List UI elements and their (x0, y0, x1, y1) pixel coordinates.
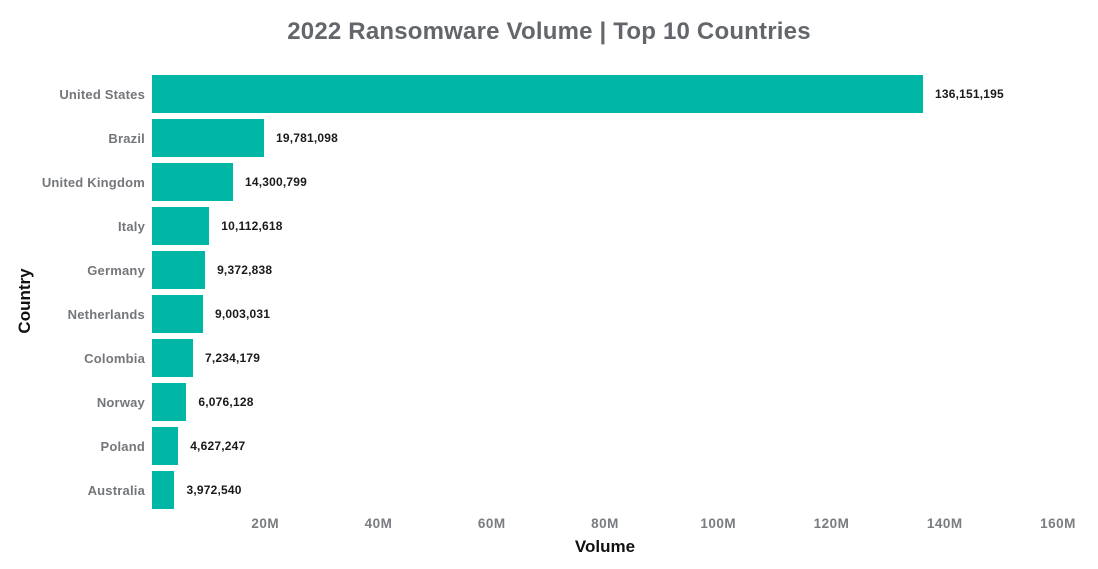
bar (152, 163, 233, 201)
chart-title: 2022 Ransomware Volume | Top 10 Countrie… (287, 18, 811, 45)
bar (152, 75, 923, 113)
category-label: Colombia (84, 350, 145, 366)
category-label: Italy (117, 218, 145, 234)
x-axis: 20M 40M 60M 80M 100M 120M 140M 160M (152, 516, 1075, 534)
plot-area: United States 136,151,195 Brazil 19,781,098… (7, 72, 1058, 512)
bar-track: 4,627,247 (152, 427, 1058, 465)
x-tick-label: 100M (700, 516, 737, 531)
x-axis-title: Volume (574, 537, 636, 556)
x-tick-label: 40M (364, 516, 393, 531)
bar-track: 19,781,098 (152, 119, 1058, 157)
bar-row: Norway 6,076,128 (7, 380, 1058, 424)
category-label: United Kingdom (41, 174, 145, 190)
bar-row: Colombia 7,234,179 (7, 336, 1058, 380)
bar (152, 427, 179, 465)
x-tick-label: 60M (477, 516, 506, 531)
bar-row: Netherlands 9,003,031 (7, 292, 1058, 336)
bar-row: Poland 4,627,247 (7, 424, 1058, 468)
value-label: 4,627,247 (190, 439, 246, 453)
bar-row: Brazil 19,781,098 (7, 116, 1058, 160)
bar-row: United Kingdom 14,300,799 (7, 160, 1058, 204)
bar-row: Italy 10,112,618 (7, 204, 1058, 248)
bar (152, 251, 206, 289)
bar-row: United States 136,151,195 (7, 72, 1058, 116)
x-tick-label: 140M (926, 516, 963, 531)
bar (152, 207, 210, 245)
bar (152, 339, 193, 377)
value-label: 136,151,195 (934, 87, 1004, 101)
bar-row: Australia 3,972,540 (7, 468, 1058, 512)
value-label: 3,972,540 (186, 483, 242, 497)
x-tick-label: 80M (591, 516, 619, 531)
bar-track: 136,151,195 (152, 75, 1058, 113)
value-label: 9,372,838 (217, 263, 273, 277)
category-label: Poland (100, 438, 145, 454)
value-label: 7,234,179 (204, 351, 261, 365)
x-tick-label: 120M (813, 516, 850, 531)
value-label: 9,003,031 (214, 307, 271, 321)
bar-row: Germany 9,372,838 (7, 248, 1058, 292)
x-tick-label: 160M (1040, 516, 1076, 531)
bar (152, 119, 264, 157)
bar-track: 9,372,838 (152, 251, 1058, 289)
value-label: 14,300,799 (244, 175, 308, 189)
category-label: Australia (87, 482, 145, 498)
value-label: 19,781,098 (276, 131, 339, 145)
bar-track: 10,112,618 (152, 207, 1058, 245)
bar (152, 471, 175, 509)
category-label: Norway (96, 394, 145, 410)
value-label: 10,112,618 (221, 219, 283, 233)
bar-track: 7,234,179 (152, 339, 1058, 377)
category-label: Germany (87, 262, 145, 278)
bar-track: 14,300,799 (152, 163, 1058, 201)
bar-track: 6,076,128 (152, 383, 1058, 421)
category-label: Netherlands (67, 306, 145, 322)
x-tick-label: 20M (251, 516, 280, 531)
bar (152, 383, 187, 421)
category-label: United States (59, 86, 145, 102)
category-label: Brazil (108, 130, 145, 146)
value-label: 6,076,128 (198, 395, 254, 409)
bar (152, 295, 203, 333)
bar-track: 9,003,031 (152, 295, 1058, 333)
bar-track: 3,972,540 (152, 471, 1058, 509)
